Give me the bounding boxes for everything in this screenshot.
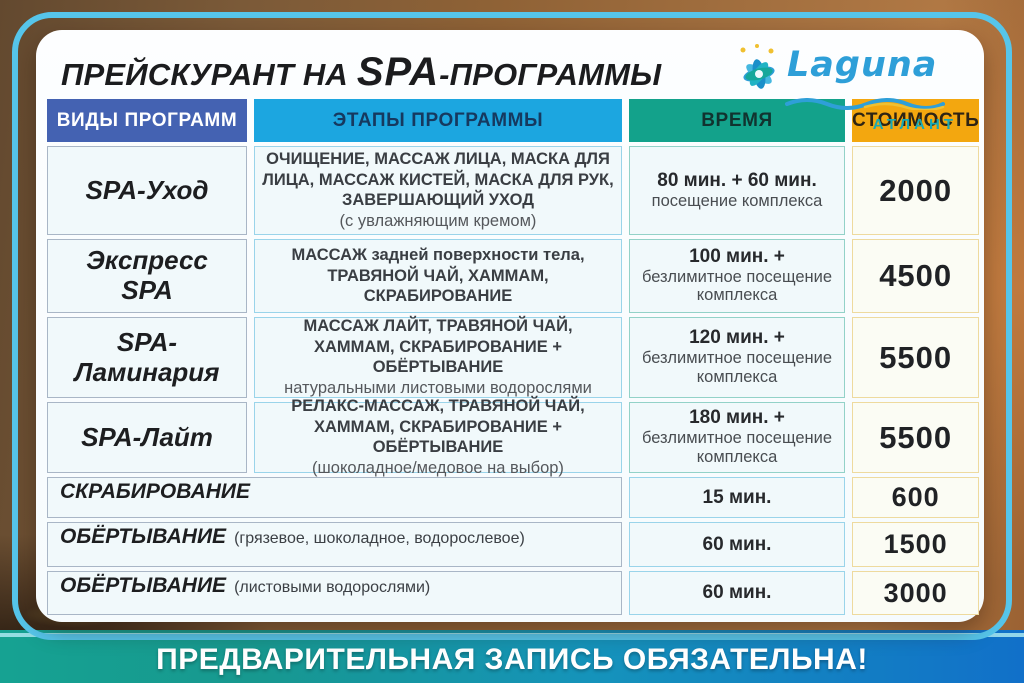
price-table: ВИДЫ ПРОГРАММ ЭТАПЫ ПРОГРАММЫ ВРЕМЯ СТОИ… bbox=[47, 99, 980, 615]
program-time: 120 мин. + bbox=[689, 327, 785, 349]
program-name: SPA-Уход bbox=[85, 174, 209, 205]
extra-service-name: ОБЁРТЫВАНИЕ bbox=[60, 525, 227, 548]
extra-time-cell: 60 мин. bbox=[629, 522, 845, 567]
program-price: 4500 bbox=[879, 258, 953, 293]
program-stages-note: (шоколадное/медовое на выбор) bbox=[312, 459, 564, 478]
program-name-cell: SPA-Ламинария bbox=[47, 317, 247, 398]
extra-service-cell: ОБЁРТЫВАНИЕ (грязевое, шоколадное, водор… bbox=[47, 522, 622, 567]
extra-service-cell: СКРАБИРОВАНИЕ bbox=[47, 477, 622, 518]
program-name-cell: SPA-Лайт bbox=[47, 402, 247, 473]
program-time: 180 мин. + bbox=[689, 407, 785, 429]
extra-service-name: СКРАБИРОВАНИЕ bbox=[60, 480, 251, 503]
program-name-cell: Экспресс SPA bbox=[47, 239, 247, 313]
program-time-cell: 80 мин. + 60 мин. посещение комплекса bbox=[629, 146, 845, 235]
extra-price: 1500 bbox=[883, 529, 948, 559]
flower-splash-icon bbox=[729, 42, 787, 101]
logo-row: Laguna bbox=[729, 42, 959, 101]
program-price-cell: 5500 bbox=[852, 402, 980, 473]
program-price-cell: 4500 bbox=[852, 239, 980, 313]
wave-icon bbox=[785, 97, 959, 115]
extra-time-cell: 15 мин. bbox=[629, 477, 845, 518]
program-stages-cell: РЕЛАКС-МАССАЖ, ТРАВЯНОЙ ЧАЙ, ХАММАМ, СКР… bbox=[254, 397, 622, 477]
column-header-stages: ЭТАПЫ ПРОГРАММЫ bbox=[254, 99, 622, 142]
title-spa: SPA bbox=[356, 50, 440, 94]
program-time-cell: 100 мин. + безлимитное посещение комплек… bbox=[629, 239, 845, 313]
extra-time-cell: 60 мин. bbox=[629, 571, 845, 615]
program-price: 5500 bbox=[879, 419, 953, 455]
program-stages: МАССАЖ ЛАЙТ, ТРАВЯНОЙ ЧАЙ, ХАММАМ, СКРАБ… bbox=[303, 317, 573, 377]
program-price: 2000 bbox=[879, 172, 953, 208]
program-price: 5500 bbox=[879, 339, 953, 375]
extra-price-cell: 1500 bbox=[852, 522, 980, 567]
program-stages-note: натуральными листовыми водорослями bbox=[284, 379, 592, 398]
program-stages: РЕЛАКС-МАССАЖ, ТРАВЯНОЙ ЧАЙ, ХАММАМ, СКР… bbox=[291, 397, 585, 457]
logo-subname: АТЛАНТ bbox=[872, 116, 957, 133]
program-stages-cell: МАССАЖ ЛАЙТ, ТРАВЯНОЙ ЧАЙ, ХАММАМ, СКРАБ… bbox=[254, 317, 622, 398]
program-time-note: безлимитное посещение комплекса bbox=[641, 349, 833, 386]
program-time-note: посещение комплекса bbox=[651, 191, 823, 210]
booking-banner: ПРЕДВАРИТЕЛЬНАЯ ЗАПИСЬ ОБЯЗАТЕЛЬНА! bbox=[0, 630, 1024, 683]
program-stages: МАССАЖ задней поверхности тела, ТРАВЯНОЙ… bbox=[291, 246, 585, 306]
program-stages-cell: МАССАЖ задней поверхности тела, ТРАВЯНОЙ… bbox=[254, 239, 622, 313]
program-stages-cell: ОЧИЩЕНИЕ, МАССАЖ ЛИЦА, МАСКА ДЛЯ ЛИЦА, М… bbox=[254, 146, 622, 235]
program-name: Экспресс SPA bbox=[86, 245, 208, 305]
program-time-cell: 180 мин. + безлимитное посещение комплек… bbox=[629, 402, 845, 473]
title-suffix: -ПРОГРАММЫ bbox=[439, 57, 662, 92]
program-time-note: безлимитное посещение комплекса bbox=[641, 429, 833, 466]
column-header-types: ВИДЫ ПРОГРАММ bbox=[47, 99, 247, 142]
extra-time: 15 мин. bbox=[702, 486, 772, 508]
page-title: ПРЕЙСКУРАНТ НА SPA-ПРОГРАММЫ bbox=[61, 50, 661, 95]
extra-price: 600 bbox=[891, 482, 940, 512]
extra-service-cell: ОБЁРТЫВАНИЕ (листовыми водорослями) bbox=[47, 571, 622, 615]
logo-name: Laguna bbox=[787, 45, 938, 85]
extra-service-name: ОБЁРТЫВАНИЕ bbox=[60, 574, 227, 597]
program-name-cell: SPA-Уход bbox=[47, 146, 247, 235]
program-price-cell: 2000 bbox=[852, 146, 980, 235]
program-time-note: безлимитное посещение комплекса bbox=[641, 267, 833, 305]
program-stages: ОЧИЩЕНИЕ, МАССАЖ ЛИЦА, МАСКА ДЛЯ ЛИЦА, М… bbox=[262, 150, 614, 210]
extra-service-note: (грязевое, шоколадное, водорослевое) bbox=[234, 530, 525, 547]
column-header-time: ВРЕМЯ bbox=[629, 99, 845, 142]
extra-service-note: (листовыми водорослями) bbox=[234, 579, 431, 596]
program-price-cell: 5500 bbox=[852, 317, 980, 398]
program-time: 100 мин. + bbox=[689, 245, 785, 267]
extra-price: 3000 bbox=[883, 577, 948, 608]
program-time-cell: 120 мин. + безлимитное посещение комплек… bbox=[629, 317, 845, 398]
extra-price-cell: 600 bbox=[852, 477, 980, 518]
program-name: SPA-Лайт bbox=[81, 421, 213, 452]
laguna-logo: Laguna АТЛАНТ bbox=[729, 42, 959, 133]
program-time: 80 мин. + 60 мин. bbox=[657, 169, 817, 191]
booking-banner-text: ПРЕДВАРИТЕЛЬНАЯ ЗАПИСЬ ОБЯЗАТЕЛЬНА! bbox=[156, 642, 868, 676]
extra-time: 60 мин. bbox=[702, 582, 772, 603]
title-prefix: ПРЕЙСКУРАНТ НА bbox=[61, 57, 357, 92]
program-name: SPA-Ламинария bbox=[74, 326, 220, 387]
program-stages-note: (с увлажняющим кремом) bbox=[339, 212, 537, 231]
price-list-card: ПРЕЙСКУРАНТ НА SPA-ПРОГРАММЫ bbox=[36, 30, 984, 622]
extra-time: 60 мин. bbox=[702, 533, 772, 555]
card-header: ПРЕЙСКУРАНТ НА SPA-ПРОГРАММЫ bbox=[47, 40, 973, 133]
extra-price-cell: 3000 bbox=[852, 571, 980, 615]
